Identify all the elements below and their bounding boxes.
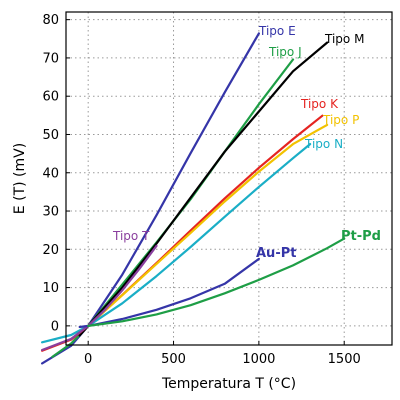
series-line-au-pt <box>78 257 260 329</box>
x-tick-label: 0 <box>84 352 92 367</box>
series-label-tipo-k: Tipo K <box>300 97 339 111</box>
grid <box>66 12 392 345</box>
y-tick-label: 0 <box>51 319 59 334</box>
y-axis-label: E (T) (mV) <box>12 143 28 214</box>
plot-frame <box>65 11 393 346</box>
series-label-tipo-t: Tipo T <box>112 229 150 243</box>
y-tick-label: 40 <box>42 166 59 181</box>
series-line-tipo-n <box>41 143 312 344</box>
x-axis-label: Temperatura T (°C) <box>161 376 296 392</box>
series-label-tipo-p: Tipo P <box>322 113 359 127</box>
y-tick-label: 60 <box>42 90 59 105</box>
series-label-au-pt: Au-Pt <box>256 246 296 261</box>
x-tick-label: 1500 <box>328 352 361 367</box>
y-tick-label: 10 <box>42 281 59 296</box>
x-tick-label: 1000 <box>242 352 275 367</box>
series-label-tipo-j: Tipo J <box>268 45 302 59</box>
series-labels: Tipo E Tipo J Tipo M Tipo K Tipo P Tipo N Tipo… <box>112 24 381 261</box>
series-lines <box>41 32 346 365</box>
series-line-pt-pd <box>87 237 346 327</box>
y-tick-label: 20 <box>42 243 59 258</box>
series-line-tipo-j <box>51 58 295 358</box>
series-line-tipo-e <box>41 32 260 365</box>
y-tick-label: 70 <box>42 51 59 66</box>
series-label-pt-pd: Pt-Pd <box>341 229 381 244</box>
x-tick-label: 500 <box>161 352 186 367</box>
series-line-tipo-p <box>87 123 329 327</box>
y-tick-label: 80 <box>42 13 59 28</box>
y-tick-label: 30 <box>42 205 59 220</box>
series-line-tipo-k <box>41 114 324 352</box>
series-line-tipo-m <box>78 41 329 337</box>
y-tick-label: 50 <box>42 128 59 143</box>
series-label-tipo-e: Tipo E <box>258 24 296 38</box>
series-label-tipo-m: Tipo M <box>324 32 364 46</box>
series-label-tipo-n: Tipo N <box>304 137 343 151</box>
series-line-tipo-t <box>41 244 158 352</box>
axis-ticks: 0 500 1000 1500 0 10 20 30 40 50 60 70 80 <box>42 13 360 367</box>
